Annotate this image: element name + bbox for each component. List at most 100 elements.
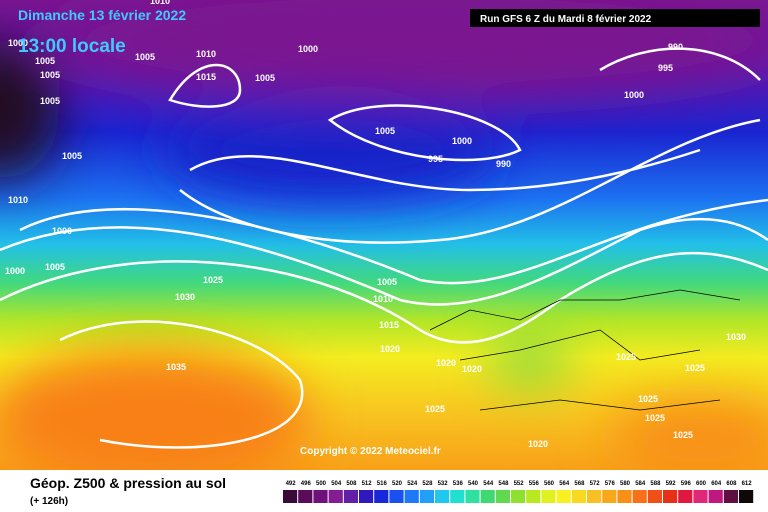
isobar-label: 1020 [462, 364, 482, 374]
isobar-label: 1000 [8, 38, 28, 48]
isobar-label: 1005 [377, 277, 397, 287]
scale-label: 528 [422, 481, 433, 487]
scale-swatch [450, 490, 465, 503]
scale-label: 540 [468, 481, 479, 487]
isobar-label: 1000 [52, 226, 72, 236]
scale-label: 492 [286, 481, 297, 487]
scale-swatch [632, 490, 647, 503]
isobar-label: 1000 [5, 266, 25, 276]
isobar-label: 990 [496, 159, 511, 169]
scale-label: 496 [301, 481, 312, 487]
footer-title: Géop. Z500 & pression au sol [30, 475, 226, 491]
scale-label: 608 [726, 481, 737, 487]
date: Dimanche 13 février 2022 [18, 7, 186, 23]
scale-label: 516 [377, 481, 388, 487]
isobar-label: 995 [658, 63, 673, 73]
scale-label: 508 [346, 481, 357, 487]
scale-label: 604 [711, 481, 722, 487]
scale-swatch [708, 490, 723, 503]
isobar-label: 1030 [726, 332, 746, 342]
isobar-label: 1020 [528, 439, 548, 449]
scale-swatch [587, 490, 602, 503]
isobar-label: 1005 [40, 70, 60, 80]
scale-swatch [556, 490, 571, 503]
scale-swatch [541, 490, 556, 503]
run-info: Run GFS 6 Z du Mardi 8 février 2022 [480, 14, 652, 25]
isobar-label: 1000 [624, 90, 644, 100]
isobar-label: 1010 [8, 195, 28, 205]
isobar-label: 1025 [616, 352, 636, 362]
time: 13:00 locale [18, 36, 126, 57]
scale-label: 612 [742, 481, 753, 487]
scale-swatch [526, 490, 541, 503]
scale-label: 532 [438, 481, 449, 487]
scale-swatch [298, 490, 313, 503]
scale-label: 588 [650, 481, 661, 487]
isobar-label: 995 [428, 154, 443, 164]
scale-swatch [571, 490, 586, 503]
scale-swatch [283, 490, 298, 503]
scale-swatch [739, 490, 754, 503]
scale-label: 544 [483, 481, 494, 487]
scale-label: 592 [666, 481, 677, 487]
isobar-label: 1005 [375, 126, 395, 136]
scale-label: 520 [392, 481, 403, 487]
isobar-label: 1025 [673, 430, 693, 440]
scale-swatch [617, 490, 632, 503]
scale-label: 552 [514, 481, 525, 487]
scale-label: 504 [331, 481, 342, 487]
scale-swatch [480, 490, 495, 503]
isobar-label: 1020 [380, 344, 400, 354]
scale-swatch [374, 490, 389, 503]
isobar-label: 990 [668, 42, 683, 52]
isobar-label: 1005 [135, 52, 155, 62]
isobar-label: 1010 [196, 49, 216, 59]
isobar-label: 1000 [298, 44, 318, 54]
scale-label: 548 [498, 481, 509, 487]
scale-swatch [693, 490, 708, 503]
scale-label: 524 [407, 481, 418, 487]
isobar-label: 1005 [255, 73, 275, 83]
scale-swatch [647, 490, 662, 503]
scale-label: 500 [316, 481, 327, 487]
scale-swatch [495, 490, 510, 503]
scale-label: 576 [605, 481, 616, 487]
isobar-label: 1005 [35, 56, 55, 66]
isobar-label: 1005 [62, 151, 82, 161]
scale-swatch [435, 490, 450, 503]
scale-swatch [678, 490, 693, 503]
isobar-label: 1025 [638, 394, 658, 404]
isobar-label: 1035 [166, 362, 186, 372]
scale-label: 572 [590, 481, 601, 487]
isobar-label: 1030 [175, 292, 195, 302]
isobar-label: 1025 [425, 404, 445, 414]
scale-swatch [343, 490, 358, 503]
scale-label: 564 [559, 481, 570, 487]
isobar-label: 1025 [203, 275, 223, 285]
scale-swatch [313, 490, 328, 503]
isobar-label: 1010 [373, 294, 393, 304]
run-box [470, 9, 760, 27]
scale-swatch [465, 490, 480, 503]
scale-label: 584 [635, 481, 646, 487]
footer-lead: (+ 126h) [30, 496, 68, 507]
scale-label: 512 [362, 481, 373, 487]
scale-label: 560 [544, 481, 555, 487]
isobar-label: 1020 [436, 358, 456, 368]
scale-label: 596 [681, 481, 692, 487]
isobar-label: 1015 [196, 72, 216, 82]
copyright: Copyright © 2022 Meteociel.fr [300, 446, 441, 457]
scale-swatch [359, 490, 374, 503]
scale-label: 536 [453, 481, 464, 487]
scale-label: 580 [620, 481, 631, 487]
scale-label: 600 [696, 481, 707, 487]
map-area: 1010 1000 1005 1005 1005 1010 1015 1000 1005 1005… [0, 0, 768, 470]
isobar-label: 1015 [379, 320, 399, 330]
scale-label: 568 [574, 481, 585, 487]
scale-swatch [723, 490, 738, 503]
isobar-labels: 1010 1000 1005 1005 1005 1010 1015 1000 1005 1005… [5, 0, 746, 449]
scale-swatch [328, 490, 343, 503]
scale-swatch [602, 490, 617, 503]
color-scale: 492 496 500 504 508 512 516 520 524 528 532 536 540 5… [283, 481, 754, 503]
